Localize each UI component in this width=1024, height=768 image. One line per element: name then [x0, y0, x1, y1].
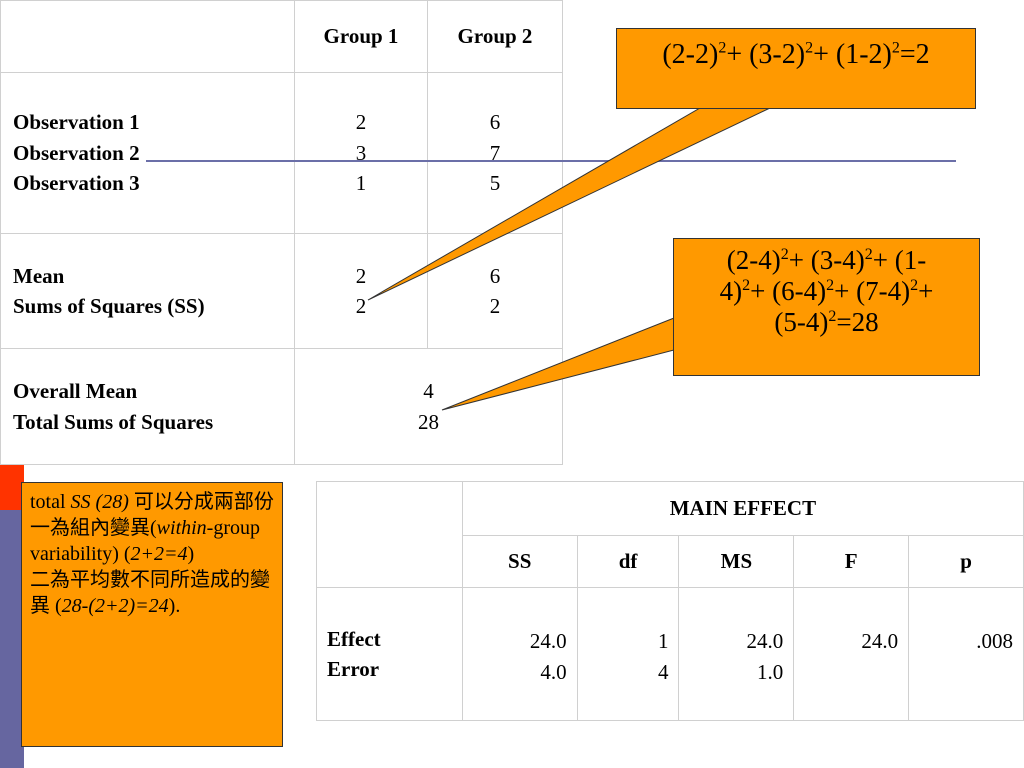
g1-mean: 2	[355, 263, 367, 288]
group-1-stats: 2 2	[294, 233, 428, 349]
g1-obs-1: 2	[355, 110, 367, 135]
c1-term-2: (1-2)	[835, 39, 892, 70]
df-values: 1 4	[576, 587, 680, 721]
stats-labels: Mean Sums of Squares (SS)	[0, 233, 295, 349]
g2-ss: 2	[489, 294, 501, 318]
col-f: F	[793, 535, 910, 588]
c2l2-term-0: (5-4)	[774, 307, 829, 338]
c2l1-exp-0: 2	[742, 277, 751, 295]
c2l2-op-0: =28	[836, 307, 879, 338]
total-ss-value: 28	[418, 409, 439, 434]
c2l1-exp-1: 2	[826, 277, 835, 295]
ss-error: 4.0	[540, 659, 567, 684]
g1-ss: 2	[355, 294, 367, 318]
note-text-3: 二為平均數不同所造成的變異 (	[30, 569, 270, 617]
c1-op-2: =2	[899, 39, 930, 70]
c2l0-op-0: +	[788, 245, 811, 275]
note-text-2-italic-2: 2+2=4	[130, 543, 188, 565]
g2-obs-2: 7	[489, 140, 501, 165]
note-text-1: total	[30, 491, 71, 513]
c1-term-0: (2-2)	[662, 39, 719, 70]
note-text-2-italic: within-	[156, 517, 214, 539]
c2l1-op-2: +	[918, 276, 934, 307]
c2l0-op-1: + (1-	[872, 245, 927, 275]
p-values: .008	[908, 587, 1024, 721]
g2-mean: 6	[489, 263, 501, 288]
ss-values: 24.0 4.0	[461, 587, 578, 721]
c1-term-1: (3-2)	[749, 39, 806, 70]
c2l0-term-1: (3-4)	[810, 245, 865, 275]
g1-obs-3: 1	[355, 171, 367, 196]
col-p: p	[908, 535, 1024, 588]
label-mean: Mean	[13, 263, 65, 288]
note-text-1-italic: SS (28)	[70, 491, 129, 513]
label-observation-2: Observation 2	[13, 140, 140, 165]
note-text-1-rest: 可以分成兩部份	[128, 491, 274, 513]
label-error: Error	[327, 657, 380, 681]
c2l1-term-2: (7-4)	[856, 276, 911, 307]
label-overall-mean: Overall Mean	[13, 379, 138, 403]
label-effect: Effect	[327, 626, 381, 651]
label-observation-3: Observation 3	[13, 171, 140, 196]
callout-total-ss: (2-4)2+ (3-4)2+ (1- 4)2+ (6-4)2+ (7-4)2+(…	[673, 238, 980, 376]
label-observation-1: Observation 1	[13, 110, 140, 135]
c2l0-exp-0: 2	[780, 246, 789, 263]
anova-corner	[316, 481, 463, 588]
c2l0-exp-1: 2	[864, 246, 873, 263]
c2l1-op-0: +	[750, 276, 773, 307]
note-text-2-end: )	[187, 543, 195, 565]
col-df: df	[576, 535, 680, 588]
df-effect: 1	[657, 629, 669, 653]
c2l1-op-1: +	[834, 276, 857, 307]
f-values: 24.0	[793, 587, 910, 721]
c1-op-1: +	[813, 39, 836, 70]
note-text-2: 一為組內變異(	[30, 517, 157, 539]
group-data-table: Group 1 Group 2 Observation 1 Observatio…	[0, 0, 563, 465]
ms-error: 1.0	[757, 659, 784, 684]
note-text-2-rest: group variability) (	[30, 517, 261, 565]
overall-mean-value: 4	[423, 379, 434, 403]
main-effect-header: MAIN EFFECT	[461, 481, 1024, 536]
c1-op-0: +	[726, 39, 750, 70]
f-effect: 24.0	[861, 629, 899, 653]
c1-exp-1: 2	[805, 39, 814, 57]
c2l0-term-0: (2-4)	[726, 245, 781, 275]
side-bar-purple	[0, 510, 24, 768]
df-error: 4	[657, 659, 669, 684]
anova-row-labels: Effect Error	[316, 587, 463, 721]
ms-values: 24.0 1.0	[678, 587, 795, 721]
c2l1-exp-2: 2	[910, 277, 919, 295]
g2-obs-1: 6	[489, 110, 501, 135]
note-text-3-end: ).	[168, 595, 181, 617]
horizontal-rule	[146, 160, 956, 162]
explanation-note: total SS (28) 可以分成兩部份 一為組內變異(within-grou…	[21, 482, 283, 747]
overall-values: 4 28	[294, 348, 563, 465]
c1-exp-0: 2	[718, 39, 727, 57]
label-ss: Sums of Squares (SS)	[13, 294, 205, 318]
c2l2-exp-0: 2	[828, 308, 837, 326]
label-total-ss: Total Sums of Squares	[13, 409, 214, 434]
pointer-callout-2	[441, 317, 675, 411]
c1-exp-2: 2	[891, 39, 900, 57]
observation-labels: Observation 1 Observation 2 Observation …	[0, 72, 295, 234]
col-ss: SS	[461, 535, 578, 588]
col-ms: MS	[678, 535, 795, 588]
g2-obs-3: 5	[489, 171, 501, 196]
ss-effect: 24.0	[529, 629, 567, 653]
callout-group1-ss: (2-2)2+ (3-2)2+ (1-2)2=2	[616, 28, 976, 109]
header-group-1: Group 1	[294, 0, 428, 73]
c2l1-term-0: 4)	[719, 276, 743, 307]
anova-table: MAIN EFFECT SS df MS F p Effect Error 24…	[316, 481, 1024, 721]
p-effect: .008	[976, 629, 1013, 653]
overall-labels: Overall Mean Total Sums of Squares	[0, 348, 295, 465]
note-text-3-italic: 28-(2+2)=24	[61, 595, 169, 617]
c2l1-term-1: (6-4)	[772, 276, 827, 307]
g1-obs-2: 3	[355, 140, 367, 165]
ms-effect: 24.0	[746, 629, 784, 653]
